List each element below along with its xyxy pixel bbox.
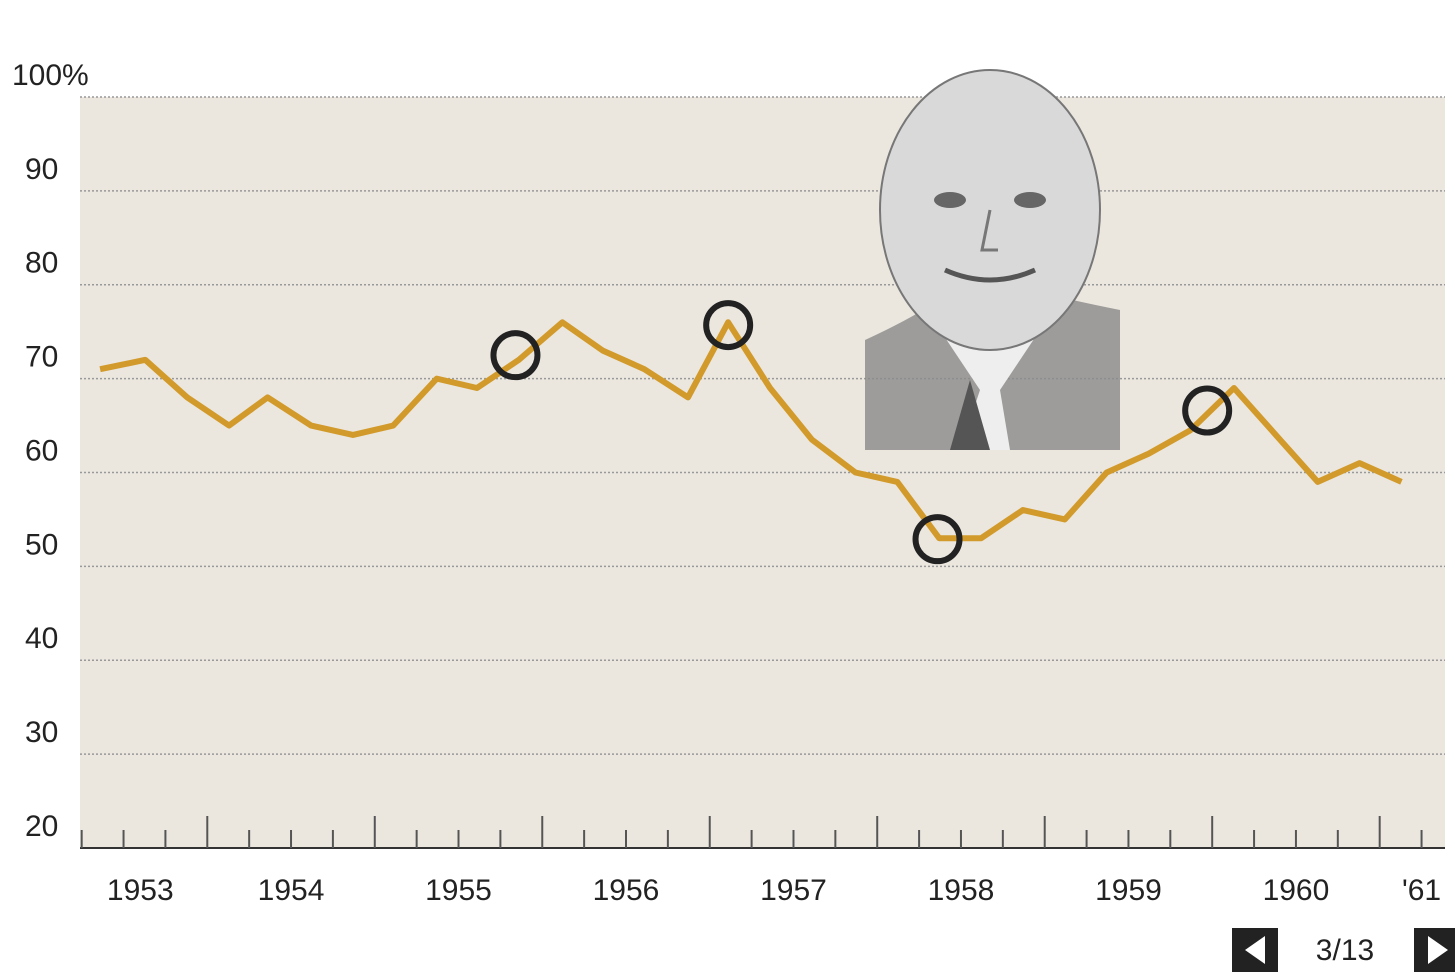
x-tick-label: 1959	[1095, 874, 1162, 907]
x-tick-label: 1954	[258, 874, 325, 907]
y-tick-label: 70	[25, 341, 58, 374]
page-indicator: 3/13	[1316, 934, 1374, 967]
chart: 20 30 40 50 60 70 80 90 100% 1953 1954 1955 1956 1957…	[0, 0, 1455, 972]
y-tick-label: 80	[25, 247, 58, 280]
x-tick-label: 1955	[425, 874, 492, 907]
x-tick-label: '61	[1402, 874, 1441, 907]
y-tick-label: 40	[25, 622, 58, 655]
x-tick-label: 1960	[1263, 874, 1330, 907]
y-tick-label: 60	[25, 434, 58, 467]
y-tick-label: 90	[25, 153, 58, 186]
y-tick-label: 30	[25, 716, 58, 749]
y-tick-label: 100%	[12, 59, 89, 92]
x-tick-label: 1956	[593, 874, 660, 907]
x-tick-label: 1953	[107, 874, 174, 907]
x-tick-label: 1958	[928, 874, 995, 907]
y-tick-label: 50	[25, 528, 58, 561]
pager: 3/13	[1232, 928, 1455, 972]
y-tick-label: 20	[25, 810, 58, 843]
x-tick-label: 1957	[760, 874, 827, 907]
